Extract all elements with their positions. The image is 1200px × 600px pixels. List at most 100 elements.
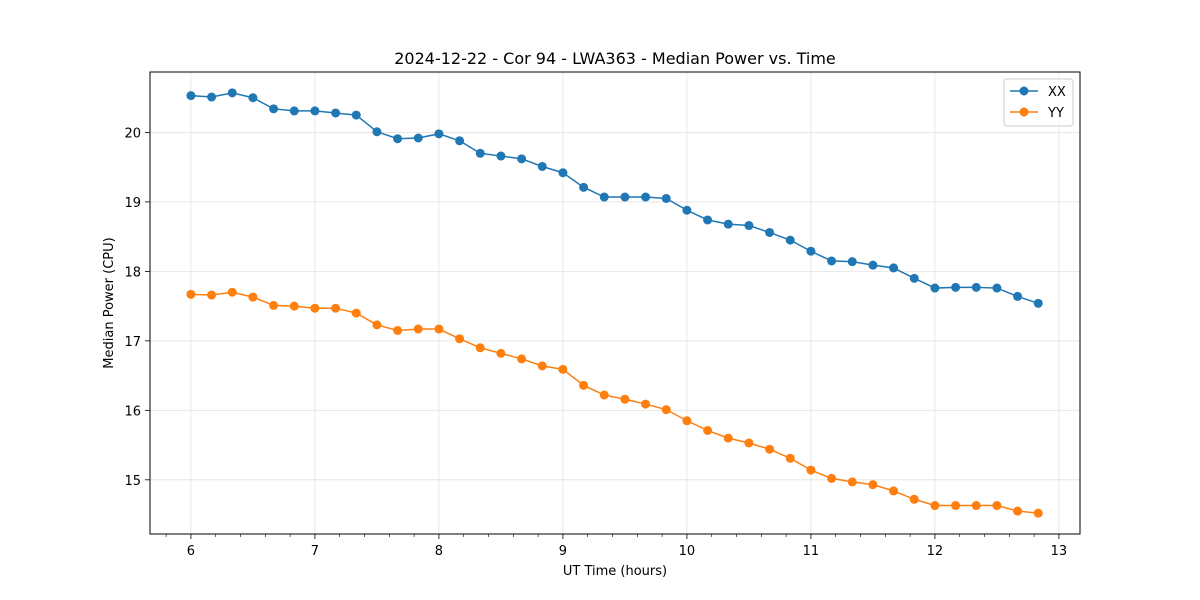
data-point-yy [207,290,217,300]
data-point-xx [475,148,485,158]
x-tick-label: 10 [679,544,696,559]
data-point-xx [372,127,382,137]
data-point-yy [1013,506,1023,516]
data-point-xx [310,106,320,116]
data-point-xx [703,215,713,225]
y-tick-label: 16 [124,404,141,419]
data-point-yy [847,477,857,487]
x-tick-label: 8 [435,544,443,559]
data-point-yy [579,380,589,390]
data-point-yy [868,480,878,490]
data-point-xx [289,106,299,116]
data-point-xx [765,227,775,237]
data-point-yy [744,438,754,448]
y-tick-label: 15 [124,474,141,489]
data-point-xx [847,257,857,267]
data-point-xx [992,283,1002,293]
series-layer [186,88,1043,518]
data-point-yy [599,390,609,400]
data-point-yy [785,453,795,463]
x-axis-label: UT Time (hours) [563,564,667,579]
data-point-yy [310,303,320,313]
data-point-yy [517,354,527,364]
y-tick-label: 18 [124,265,141,280]
data-point-xx [537,161,547,171]
data-point-yy [930,501,940,511]
data-point-yy [765,444,775,454]
data-point-yy [951,501,961,511]
data-point-yy [537,361,547,371]
data-point-xx [227,88,237,98]
legend-label-yy: YY [1047,106,1064,121]
x-tick-label: 6 [187,544,195,559]
data-point-yy [496,348,506,358]
grid-layer [150,72,1080,534]
data-point-yy [703,425,713,435]
y-axis-label: Median Power (CPU) [102,237,117,368]
data-point-xx [889,263,899,273]
data-point-xx [496,151,506,161]
data-point-yy [393,325,403,335]
data-point-xx [248,93,258,103]
data-point-yy [558,364,568,374]
plot-area-frame [149,71,1081,535]
legend: XX YY [1003,78,1074,127]
y-tick-label: 17 [124,335,141,350]
y-tick-label: 19 [124,196,141,211]
data-point-xx [579,182,589,192]
data-point-yy [992,501,1002,511]
data-point-xx [269,104,279,114]
data-point-yy [331,303,341,313]
data-point-yy [475,343,485,353]
data-point-xx [1013,291,1023,301]
data-point-xx [827,256,837,266]
data-point-xx [1033,298,1043,308]
data-point-yy [351,308,361,318]
data-point-xx [682,205,692,215]
data-point-yy [372,320,382,330]
data-point-xx [455,136,465,146]
data-point-xx [599,192,609,202]
data-point-xx [517,154,527,164]
legend-marker-xx [1019,86,1029,96]
data-point-yy [620,394,630,404]
x-tick-label: 7 [311,544,319,559]
data-point-xx [207,92,217,102]
data-point-xx [620,192,630,202]
data-point-yy [909,494,919,504]
data-point-xx [785,235,795,245]
x-tick-label: 12 [927,544,944,559]
data-point-yy [413,324,423,334]
data-point-xx [868,260,878,270]
data-point-xx [558,168,568,178]
data-point-yy [641,399,651,409]
data-point-yy [248,292,258,302]
data-point-yy [186,289,196,299]
y-tick-label: 20 [124,126,141,141]
data-point-xx [434,129,444,139]
data-point-xx [930,283,940,293]
data-point-yy [455,334,465,344]
data-point-xx [186,91,196,101]
data-point-yy [269,300,279,310]
data-point-yy [661,405,671,415]
data-point-xx [393,134,403,144]
data-point-xx [331,108,341,118]
data-point-xx [744,221,754,231]
data-point-xx [909,273,919,283]
data-point-xx [723,219,733,229]
data-point-yy [827,473,837,483]
legend-label-xx: XX [1048,85,1066,100]
axes-layer: 6 7 8 9 10 11 12 13 15 16 17 18 19 20 [124,126,1067,559]
x-tick-label: 13 [1051,544,1068,559]
data-point-xx [413,133,423,143]
data-point-xx [971,282,981,292]
data-point-yy [227,287,237,297]
data-point-xx [351,110,361,120]
data-point-yy [889,486,899,496]
x-tick-label: 9 [559,544,567,559]
x-tick-label: 11 [803,544,820,559]
chart-title: 2024-12-22 - Cor 94 - LWA363 - Median Po… [394,49,836,68]
data-point-yy [806,465,816,475]
